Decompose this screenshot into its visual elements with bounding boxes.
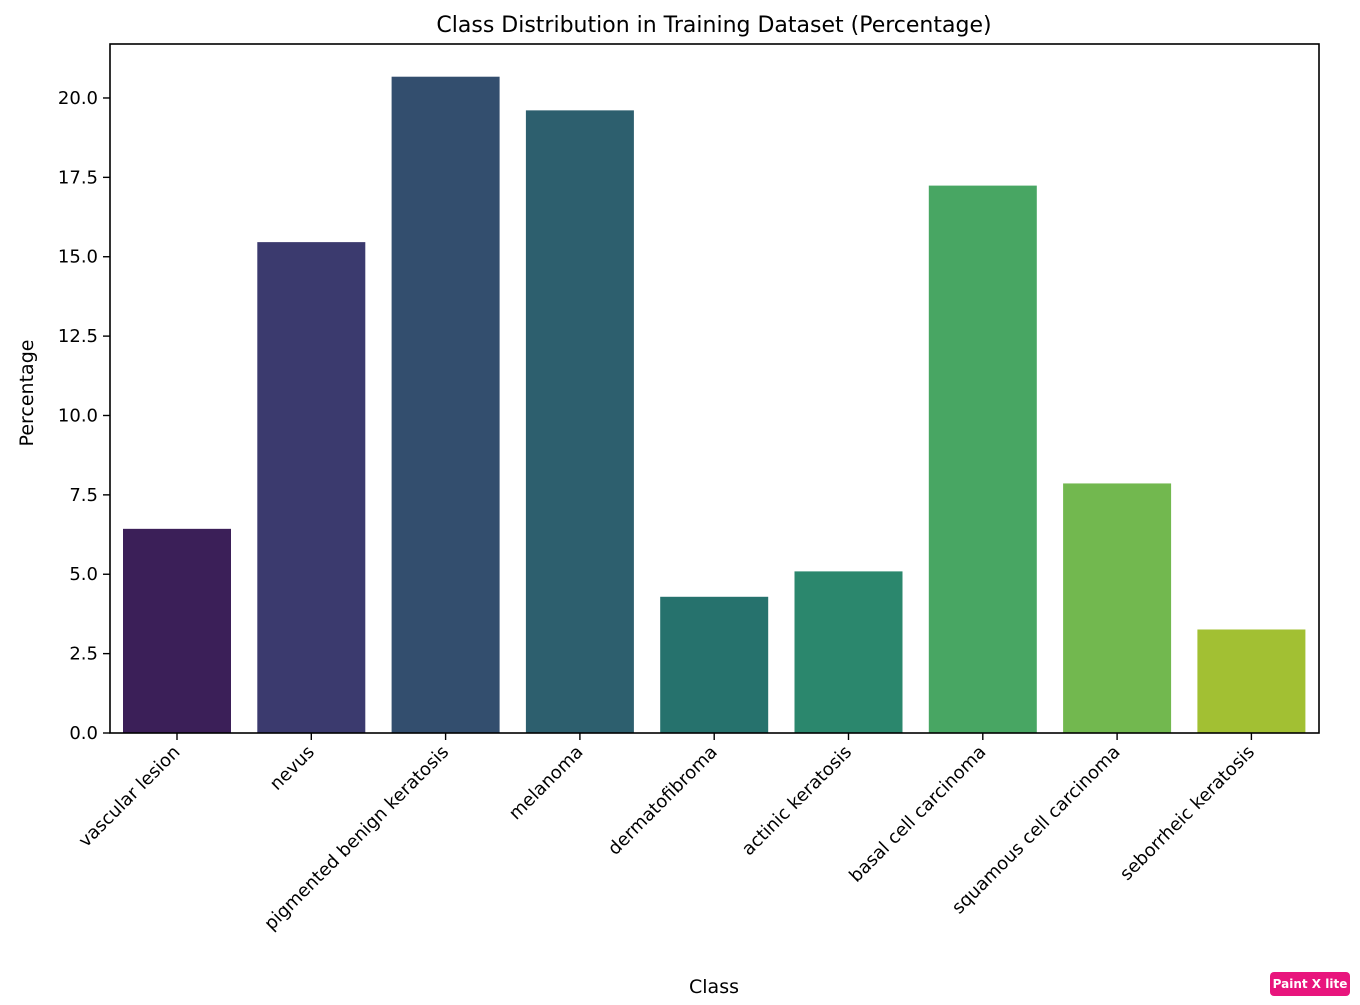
plot-frame <box>109 43 1320 734</box>
bar-pigmented-benign-keratosis <box>391 76 500 734</box>
x-tick-label: nevus <box>266 742 319 795</box>
y-tick-label: 17.5 <box>58 167 98 188</box>
x-tick-label: actinic keratosis <box>738 742 856 860</box>
y-tick-label: 15.0 <box>58 247 98 268</box>
chart-title: Class Distribution in Training Dataset (… <box>436 13 991 38</box>
bar-melanoma <box>525 110 634 733</box>
y-tick-label: 20.0 <box>58 88 98 109</box>
y-tick-label: 2.5 <box>69 644 98 665</box>
y-tick-label: 5.0 <box>69 564 98 585</box>
y-tick-label: 7.5 <box>69 485 98 506</box>
bar-vascular-lesion <box>123 528 231 733</box>
x-tick-label: basal cell carcinoma <box>845 742 990 887</box>
x-tick-label: seborrheic keratosis <box>1116 742 1259 885</box>
y-tick-label: 12.5 <box>58 326 98 347</box>
y-tick-label: 10.0 <box>58 405 98 426</box>
bar-actinic-keratosis <box>794 571 903 733</box>
x-tick-label: vascular lesion <box>75 742 185 852</box>
bar-nevus <box>257 242 366 733</box>
bar-seborrheic-keratosis <box>1197 629 1306 733</box>
x-tick-label: melanoma <box>505 742 587 824</box>
y-axis-label: Percentage <box>16 340 38 447</box>
bar-basal-cell-carcinoma <box>928 185 1037 734</box>
x-tick-label: dermatofibroma <box>604 742 722 860</box>
y-tick-label: 0.0 <box>69 723 98 744</box>
bar-dermatofibroma <box>660 596 769 733</box>
bars-group <box>123 76 1306 734</box>
x-axis-label: Class <box>689 976 739 998</box>
paint-x-lite-badge: Paint X lite <box>1270 972 1350 996</box>
bar-squamous-cell-carcinoma <box>1063 483 1172 733</box>
y-axis-ticks: 0.0 2.5 5.0 7.5 10.0 12.5 15.0 17.5 20.0 <box>58 88 110 744</box>
